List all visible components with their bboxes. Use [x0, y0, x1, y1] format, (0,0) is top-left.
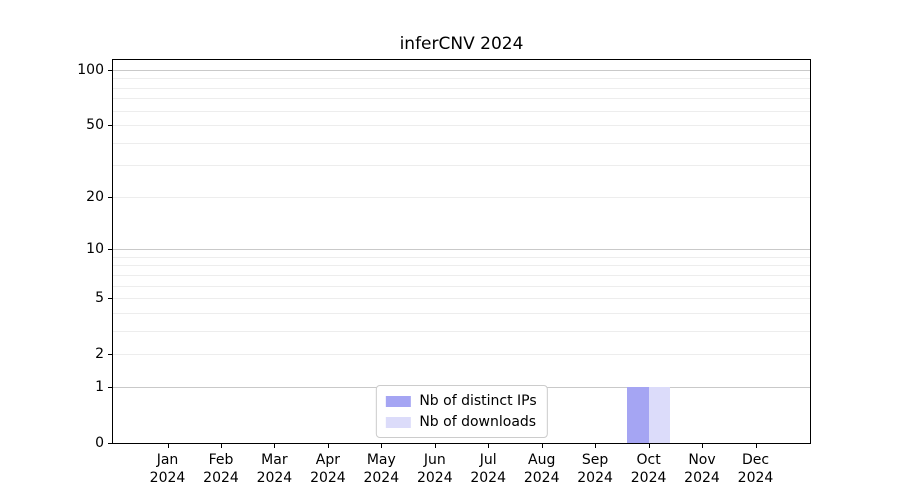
- x-tick-label: Aug 2024: [523, 452, 560, 486]
- gridline-minor: [113, 87, 810, 89]
- x-tick-label: Nov 2024: [684, 452, 720, 486]
- gridline-minor: [113, 330, 810, 332]
- legend-swatch-downloads: [385, 416, 411, 428]
- bar-downloads: [648, 386, 670, 443]
- y-tick-mark: [108, 125, 113, 126]
- legend-item-distinct-ips: Nb of distinct IPs: [385, 393, 537, 409]
- legend-swatch-distinct-ips: [385, 395, 411, 407]
- gridline-minor: [113, 312, 810, 314]
- legend-label-distinct-ips: Nb of distinct IPs: [419, 393, 537, 409]
- x-tick-mark: [541, 443, 543, 448]
- x-tick-mark: [755, 443, 757, 448]
- y-tick-mark: [108, 196, 113, 198]
- y-tick-mark: [108, 249, 113, 251]
- y-tick-label: 20: [86, 188, 104, 205]
- gridline-minor: [113, 285, 810, 287]
- gridline-minor: [113, 78, 810, 80]
- gridline-major: [113, 69, 810, 71]
- x-tick-mark: [595, 443, 597, 448]
- legend: Nb of distinct IPs Nb of downloads: [375, 385, 548, 438]
- x-tick-mark: [381, 443, 383, 448]
- x-tick-label: Apr 2024: [310, 452, 346, 486]
- y-tick-mark: [108, 354, 113, 356]
- gridline-minor: [113, 265, 810, 267]
- x-tick-mark: [221, 443, 222, 448]
- y-tick-label: 2: [95, 346, 104, 363]
- gridline-minor: [113, 256, 810, 258]
- x-tick-label: Mar 2024: [256, 452, 293, 486]
- bar-distinct-ips: [627, 386, 649, 443]
- y-tick-label: 10: [86, 241, 104, 258]
- y-tick-mark: [108, 69, 113, 71]
- plot-area: Nb of distinct IPs Nb of downloads: [112, 59, 811, 444]
- legend-label-downloads: Nb of downloads: [419, 414, 537, 430]
- gridline-major: [113, 249, 810, 251]
- x-tick-mark: [648, 443, 650, 448]
- y-tick-label: 5: [95, 290, 104, 307]
- x-tick-label: Sep 2024: [577, 452, 613, 486]
- x-tick-mark: [702, 443, 703, 448]
- x-tick-mark: [434, 443, 436, 448]
- y-tick-mark: [108, 298, 113, 300]
- legend-item-downloads: Nb of downloads: [385, 414, 536, 430]
- gridline-minor: [113, 125, 810, 126]
- x-tick-mark: [488, 443, 490, 448]
- x-tick-mark: [274, 443, 276, 448]
- gridline-minor: [113, 110, 810, 112]
- x-tick-label: Jan 2024: [149, 452, 186, 486]
- y-tick-label: 50: [86, 117, 104, 133]
- y-tick-label: 100: [77, 61, 104, 78]
- gridline-minor: [113, 354, 810, 356]
- gridline-minor: [113, 196, 810, 198]
- x-tick-label: Feb 2024: [203, 452, 239, 486]
- gridline-minor: [113, 142, 810, 144]
- gridline-minor: [113, 165, 810, 167]
- x-tick-mark: [327, 443, 329, 448]
- gridline-minor: [113, 274, 810, 276]
- y-tick-label: 0: [95, 435, 104, 451]
- gridline-minor: [113, 98, 810, 100]
- y-tick-mark: [108, 386, 113, 388]
- x-tick-label: Jun 2024: [416, 452, 453, 486]
- gridline-minor: [113, 298, 810, 300]
- x-tick-label: Jul 2024: [470, 452, 506, 486]
- y-tick-label: 1: [95, 378, 104, 395]
- y-tick-mark: [108, 443, 113, 444]
- x-tick-label: Oct 2024: [630, 452, 667, 486]
- chart-title: inferCNV 2024: [399, 34, 524, 54]
- x-tick-mark: [167, 443, 169, 448]
- x-tick-label: Dec 2024: [737, 452, 774, 486]
- x-tick-label: May 2024: [363, 452, 400, 486]
